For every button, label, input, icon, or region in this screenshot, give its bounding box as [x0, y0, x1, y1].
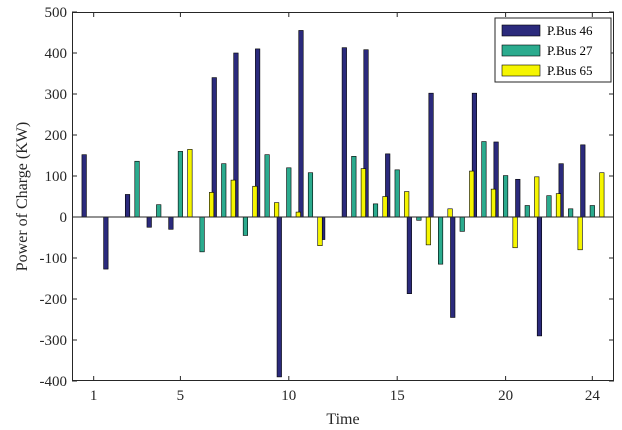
y-axis: -400 -300 -200 -100 0 100 200 300 400 500: [40, 5, 614, 390]
bar-p-bus-46-t22: [536, 216, 543, 337]
bar-p-bus-27-t6: [199, 216, 205, 253]
bar-p-bus-65-t21: [534, 176, 540, 218]
bar-p-bus-65-t15: [404, 191, 410, 218]
bar-p-bus-65-t7: [230, 179, 236, 218]
bar-p-bus-27-t17: [438, 216, 444, 265]
legend-label: P.Bus 46: [547, 23, 593, 38]
bar-p-bus-46-t4: [146, 216, 152, 228]
bar-p-bus-65-t13: [360, 168, 366, 218]
y-tick-label: -100: [40, 251, 68, 267]
bar-p-bus-65-t19: [490, 188, 496, 218]
bar-p-bus-27-t23: [568, 208, 574, 218]
bar-p-bus-27-t10: [286, 167, 292, 218]
bar-p-bus-65-t11: [317, 216, 323, 247]
bar-p-bus-65-t16: [425, 216, 431, 246]
bar-p-bus-46-t3: [124, 194, 131, 218]
plot-frame: [72, 12, 614, 381]
bar-p-bus-27-t4: [156, 204, 162, 218]
y-axis-title: Power of Charge (KW): [14, 122, 31, 271]
bar-p-bus-65-t6: [209, 192, 215, 218]
bar-p-bus-27-t11: [307, 172, 314, 218]
y-tick-label: 400: [45, 46, 68, 62]
bar-p-bus-46-t18: [450, 216, 456, 318]
y-tick-label: 500: [45, 5, 68, 21]
legend-swatch: [501, 44, 541, 57]
bar-p-bus-65-t8: [252, 185, 258, 218]
bar-p-bus-27-t3: [134, 160, 140, 218]
bar-p-bus-27-t21: [524, 205, 530, 218]
bar-p-bus-27-t18: [459, 216, 465, 232]
bar-p-bus-65-t24: [599, 172, 605, 218]
bar-p-bus-65-t9: [274, 202, 280, 218]
bar-p-bus-65-t18: [469, 170, 475, 218]
y-tick-label: 0: [60, 210, 68, 226]
bar-p-bus-46-t24: [580, 144, 586, 218]
bar-p-bus-46-t16: [406, 216, 412, 294]
bar-p-bus-27-t15: [394, 169, 400, 218]
bar-p-bus-27-t9: [264, 154, 270, 218]
bar-p-bus-65-t17: [447, 208, 453, 218]
legend-swatch: [501, 64, 541, 77]
bar-p-bus-46-t10: [276, 216, 282, 378]
bar-p-bus-65-t14: [382, 196, 388, 218]
x-axis-title: Time: [326, 411, 359, 428]
legend-label: P.Bus 27: [547, 43, 593, 58]
bar-p-bus-65-t20: [512, 216, 518, 249]
y-tick-label: -200: [40, 292, 68, 308]
bar-p-bus-46-t1: [81, 154, 87, 218]
bar-p-bus-27-t13: [351, 156, 357, 218]
x-tick-label: 10: [281, 388, 296, 404]
y-tick-label: 100: [45, 169, 68, 185]
y-tick-label: 200: [45, 128, 68, 144]
y-tick-label: -300: [40, 333, 68, 349]
bar-p-bus-46-t11: [298, 30, 304, 218]
x-tick-label: 24: [585, 388, 601, 404]
bar-p-bus-46-t5: [168, 216, 174, 230]
bar-p-bus-27-t22: [546, 195, 552, 218]
bar-p-bus-65-t5: [187, 149, 193, 218]
bar-p-bus-27-t14: [372, 203, 379, 218]
bar-p-bus-46-t2: [103, 216, 109, 270]
x-tick-label: 1: [90, 388, 98, 404]
bar-p-bus-46-t21: [515, 178, 521, 218]
bar-p-bus-27-t19: [481, 141, 487, 218]
legend-swatch: [501, 24, 541, 37]
bar-p-bus-27-t8: [242, 216, 248, 236]
y-tick-label: -400: [40, 374, 68, 390]
bar-p-bus-27-t5: [177, 151, 183, 218]
bar-p-bus-27-t24: [589, 205, 595, 218]
bar-p-bus-65-t10: [295, 211, 301, 218]
bar-p-bus-27-t7: [221, 163, 227, 218]
bar-p-bus-46-t17: [428, 92, 434, 218]
bar-p-bus-65-t22: [555, 193, 562, 218]
x-tick-label: 20: [498, 388, 513, 404]
y-tick-label: 300: [45, 87, 68, 103]
bar-p-bus-46-t13: [341, 47, 347, 218]
legend-label: P.Bus 65: [547, 63, 593, 78]
bar-p-bus-65-t23: [577, 216, 583, 251]
legend: P.Bus 46 P.Bus 27 P.Bus 65: [494, 17, 612, 83]
bar-p-bus-27-t20: [503, 175, 509, 218]
x-tick-label: 15: [390, 388, 405, 404]
x-tick-label: 5: [177, 388, 185, 404]
x-axis: 1 5 10 15 20 24: [90, 12, 600, 404]
